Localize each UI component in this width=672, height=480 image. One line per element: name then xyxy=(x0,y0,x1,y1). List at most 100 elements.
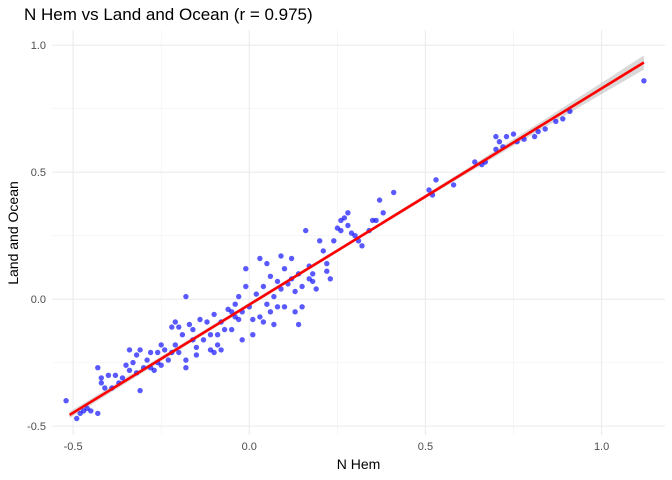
data-point xyxy=(88,408,94,414)
data-point xyxy=(303,227,309,234)
data-point xyxy=(169,324,175,330)
data-point xyxy=(158,362,164,368)
data-point xyxy=(126,347,133,353)
x-tick-label: 0.0 xyxy=(242,441,257,453)
data-point xyxy=(165,357,171,363)
data-point xyxy=(271,321,277,328)
data-point xyxy=(542,126,548,132)
data-point xyxy=(373,217,379,224)
data-point xyxy=(155,349,161,356)
data-point xyxy=(274,278,281,285)
data-point xyxy=(133,352,140,358)
data-point xyxy=(186,321,193,328)
data-point xyxy=(274,304,281,310)
data-point xyxy=(137,387,143,394)
data-point xyxy=(267,273,274,279)
data-point xyxy=(211,349,217,356)
data-point xyxy=(288,255,295,262)
data-point xyxy=(278,253,284,259)
data-point xyxy=(218,347,224,353)
data-point xyxy=(250,316,256,323)
data-point xyxy=(257,255,263,262)
data-point xyxy=(214,332,221,338)
data-point xyxy=(341,215,348,221)
data-point xyxy=(214,342,221,348)
data-point xyxy=(553,118,559,125)
data-point xyxy=(176,324,182,330)
data-point xyxy=(345,210,351,216)
regression-line xyxy=(68,61,645,417)
data-point xyxy=(299,283,305,290)
data-point xyxy=(331,238,337,244)
data-point xyxy=(74,415,80,422)
data-point xyxy=(250,332,256,338)
data-point xyxy=(295,321,302,328)
data-point xyxy=(253,291,259,297)
data-point xyxy=(172,319,178,325)
data-point xyxy=(359,243,365,249)
data-point xyxy=(229,326,235,333)
data-point xyxy=(144,357,150,363)
data-point xyxy=(162,347,168,353)
data-point xyxy=(179,332,186,338)
data-point xyxy=(243,283,249,290)
y-axis-title: Land and Ocean xyxy=(5,181,21,285)
data-point xyxy=(232,301,238,307)
data-point xyxy=(493,133,499,140)
data-point xyxy=(257,314,263,320)
data-point xyxy=(560,116,566,122)
data-point xyxy=(243,266,249,272)
x-tick-label: -0.5 xyxy=(64,441,83,453)
data-point xyxy=(450,182,457,188)
data-point xyxy=(535,128,541,135)
x-axis-title: N Hem xyxy=(337,456,381,472)
data-point xyxy=(183,293,189,300)
data-point xyxy=(119,375,126,381)
data-point xyxy=(158,342,164,348)
data-point xyxy=(200,337,207,343)
data-point xyxy=(260,319,267,325)
data-point xyxy=(172,342,178,348)
data-point xyxy=(327,276,333,282)
data-point xyxy=(147,349,154,356)
data-point xyxy=(433,177,439,183)
data-point xyxy=(299,304,305,310)
x-tick-label: 0.5 xyxy=(418,441,433,453)
data-point xyxy=(193,344,200,351)
chart-title: N Hem vs Land and Ocean (r = 0.975) xyxy=(24,5,313,24)
data-point xyxy=(123,362,129,368)
data-point xyxy=(102,385,108,391)
data-point xyxy=(190,326,196,333)
data-point xyxy=(338,227,344,234)
data-point xyxy=(292,288,298,295)
data-point xyxy=(380,210,386,216)
data-point xyxy=(264,301,270,307)
y-tick-label: -0.5 xyxy=(27,421,46,433)
data-point xyxy=(310,271,316,277)
data-point xyxy=(292,309,298,315)
data-point xyxy=(98,380,105,386)
data-point xyxy=(207,332,214,338)
data-points-group xyxy=(63,78,647,422)
data-point xyxy=(352,233,358,239)
data-point xyxy=(324,268,330,274)
data-point xyxy=(345,222,351,229)
data-point xyxy=(260,283,267,290)
data-point xyxy=(183,365,189,371)
data-point xyxy=(317,238,323,244)
data-point xyxy=(324,260,330,267)
grid-lines xyxy=(52,30,665,435)
data-point xyxy=(281,304,288,310)
data-point xyxy=(176,349,182,356)
data-point xyxy=(391,189,397,196)
data-point xyxy=(236,293,242,300)
y-tick-label: 0.0 xyxy=(31,294,46,306)
tick-labels-group: -0.5 0.0 0.5 1.0 -0.5 0.0 0.5 1.0 xyxy=(27,40,609,453)
data-point xyxy=(510,131,517,137)
data-point xyxy=(137,347,143,353)
data-point xyxy=(126,367,133,373)
data-point xyxy=(183,357,189,363)
data-point xyxy=(95,410,101,417)
data-point xyxy=(130,359,136,366)
